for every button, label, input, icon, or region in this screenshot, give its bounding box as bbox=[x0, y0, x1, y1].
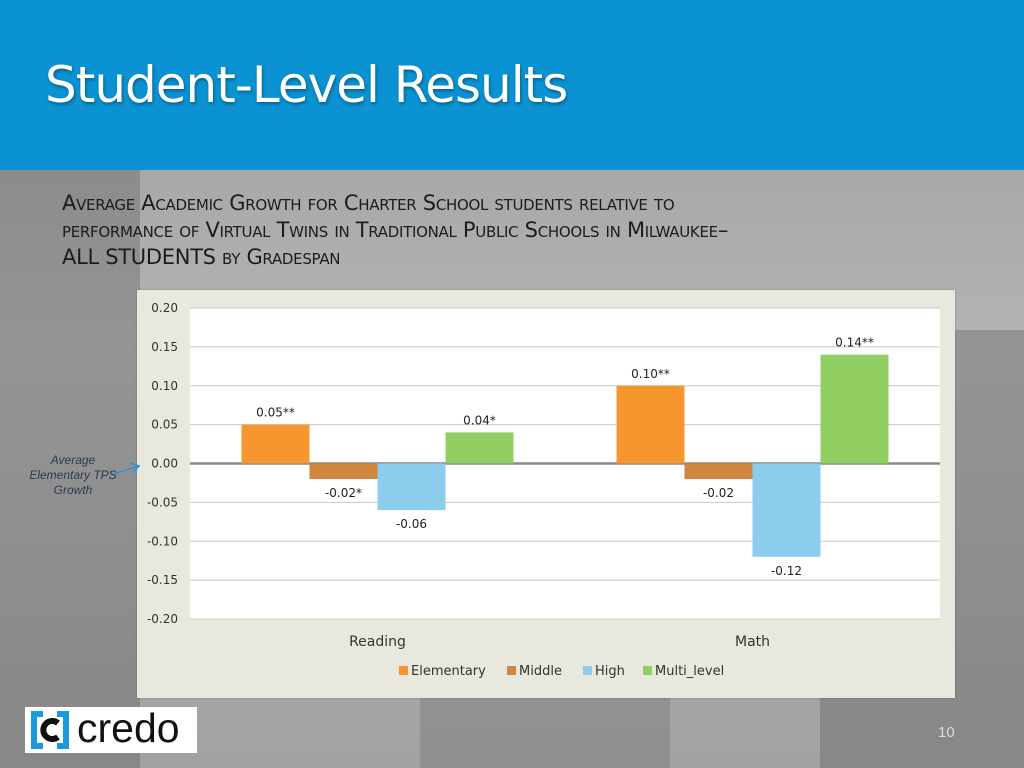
bar-chart: 0.20 0.15 0.10 0.05 0.00 -0.05 -0.10 -0.15 -0.20… bbox=[147, 301, 940, 679]
chart-panel: 0.20 0.15 0.10 0.05 0.00 -0.05 -0.10 -0.15 -0.20… bbox=[137, 290, 955, 698]
credo-bracket-c-icon bbox=[31, 711, 69, 749]
legend-label: Middle bbox=[519, 664, 562, 679]
data-label: -0.02 bbox=[703, 486, 734, 500]
y-tick-label: 0.15 bbox=[151, 340, 178, 354]
subtitle-line-1: Average Academic Growth for Charter Scho… bbox=[62, 191, 675, 215]
legend-label: Multi_level bbox=[655, 664, 724, 679]
data-label: -0.02* bbox=[325, 486, 362, 500]
data-label: 0.14** bbox=[835, 336, 874, 350]
y-tick-label: 0.05 bbox=[151, 418, 178, 432]
data-label: -0.06 bbox=[396, 517, 427, 531]
y-tick-label: -0.10 bbox=[147, 534, 178, 548]
logo-text: credo bbox=[77, 705, 180, 751]
chart-subtitle: Average Academic Growth for Charter Scho… bbox=[62, 190, 962, 271]
y-tick-label: 0.20 bbox=[151, 301, 178, 315]
data-label: 0.04* bbox=[463, 413, 496, 427]
y-tick-label: -0.15 bbox=[147, 573, 178, 587]
arrow-icon bbox=[113, 462, 141, 475]
legend-label: High bbox=[595, 664, 625, 679]
x-category-label: Math bbox=[735, 634, 770, 650]
bar bbox=[616, 385, 685, 464]
slide-title: Student-Level Results bbox=[45, 56, 568, 114]
legend-swatch bbox=[643, 666, 652, 675]
bar bbox=[241, 424, 310, 464]
bar bbox=[309, 463, 378, 480]
subtitle-line-2: performance of Virtual Twins in Traditio… bbox=[62, 218, 729, 242]
y-tick-label: -0.20 bbox=[147, 612, 178, 626]
legend-label: Elementary bbox=[411, 664, 486, 679]
background-building-left bbox=[0, 170, 140, 768]
y-tick-label: -0.05 bbox=[147, 495, 178, 509]
page-number: 10 bbox=[938, 724, 955, 741]
x-category-label: Reading bbox=[349, 634, 406, 650]
bar bbox=[752, 463, 821, 557]
side-note-average-elementary: Average Elementary TPS Growth bbox=[29, 453, 117, 497]
data-label: -0.12 bbox=[771, 564, 802, 578]
bar bbox=[820, 354, 889, 464]
legend-swatch bbox=[583, 666, 592, 675]
y-tick-label: 0.10 bbox=[151, 379, 178, 393]
legend-swatch bbox=[399, 666, 408, 675]
data-label: 0.05** bbox=[256, 406, 295, 420]
y-tick-label: 0.00 bbox=[151, 457, 178, 471]
slide-header: Student-Level Results bbox=[0, 0, 1024, 170]
subtitle-line-3: ALL STUDENTS by Gradespan bbox=[62, 245, 341, 269]
bar bbox=[684, 463, 753, 480]
bar bbox=[445, 432, 514, 464]
legend-swatch bbox=[507, 666, 516, 675]
bar bbox=[377, 463, 446, 511]
data-label: 0.10** bbox=[631, 367, 670, 381]
credo-logo: credo bbox=[25, 705, 197, 753]
